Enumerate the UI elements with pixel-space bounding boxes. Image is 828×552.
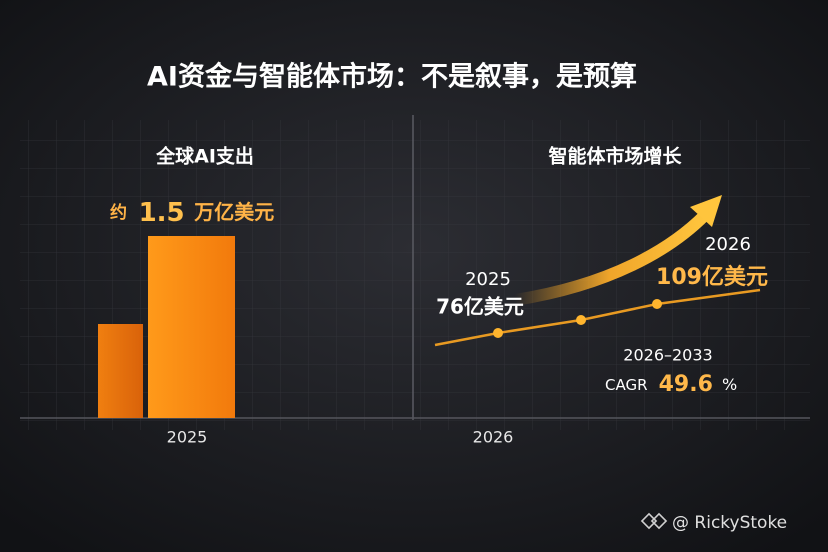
watermark-icon	[640, 512, 668, 530]
title: AI资金与智能体市场：不是叙事，是预算	[147, 61, 637, 93]
right-heading: 智能体市场增长	[548, 145, 682, 168]
growth-arrow	[509, 209, 711, 306]
point	[652, 299, 662, 309]
period: 2026–2033	[623, 346, 712, 365]
unit: 万亿美元	[193, 200, 274, 224]
value: 1.5	[139, 198, 185, 228]
end-year: 2026	[705, 234, 751, 255]
cagr-label: CAGR	[605, 376, 648, 394]
cagr-unit: %	[722, 375, 737, 394]
bar	[98, 324, 143, 418]
start-year: 2025	[465, 269, 511, 290]
watermark: @ RickyStoke	[672, 513, 787, 533]
start-value: 76亿美元	[436, 295, 524, 319]
point	[576, 315, 586, 325]
cagr: CAGR 49.6 %	[605, 372, 737, 397]
cagr-value: 49.6	[659, 372, 713, 397]
arrow-head	[690, 195, 722, 227]
bar	[148, 236, 235, 418]
point	[493, 328, 503, 338]
spend-label: 约 1.5 万亿美元	[110, 198, 274, 228]
x-label: 2026	[473, 428, 514, 447]
x-label: 2025	[167, 428, 208, 447]
prefix: 约	[110, 202, 127, 223]
left-heading: 全球AI支出	[155, 145, 254, 168]
end-value: 109亿美元	[656, 264, 768, 290]
